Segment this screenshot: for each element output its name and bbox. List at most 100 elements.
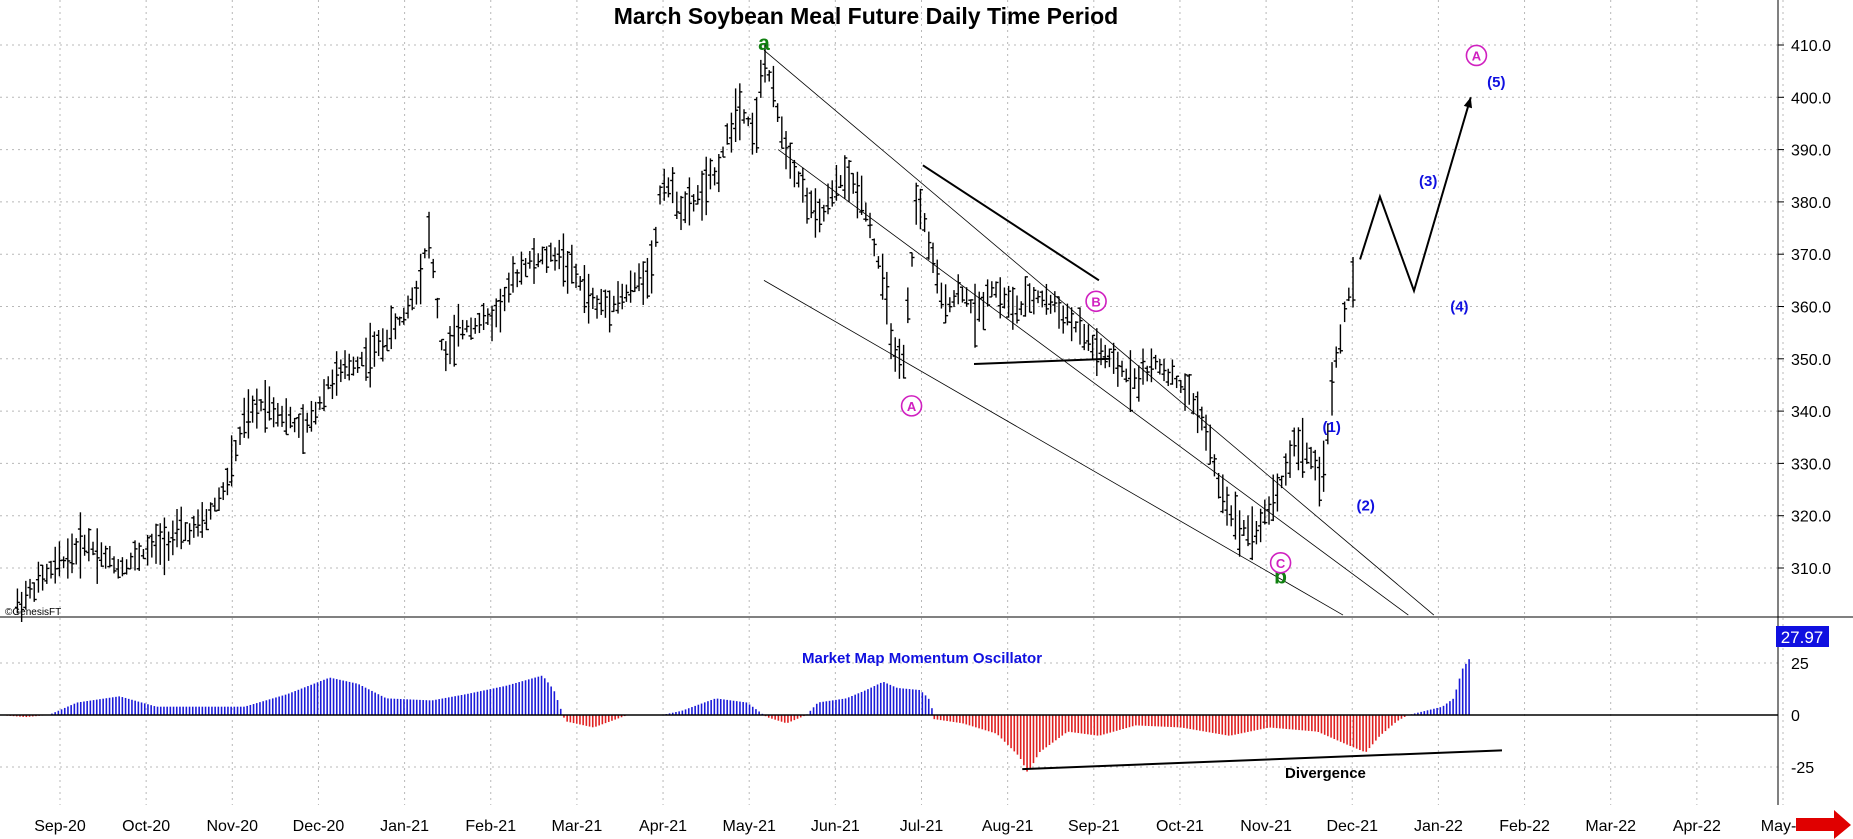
price-bar (98, 542, 104, 567)
wave-label-circled: C (1269, 551, 1292, 574)
price-bar (989, 281, 995, 298)
price-bar (707, 158, 713, 190)
wave-circle (1465, 44, 1488, 67)
price-bar (418, 253, 424, 305)
price-bar (623, 284, 629, 302)
price-bar (544, 246, 550, 273)
price-bar (292, 417, 298, 433)
x-tick-label: May-2 (1761, 818, 1806, 835)
price-bar (1106, 348, 1112, 368)
price-bar (472, 317, 478, 334)
x-tick-label: Oct-20 (122, 818, 170, 835)
price-bar (1052, 291, 1058, 313)
price-bar (930, 242, 936, 274)
price-bar (1350, 257, 1356, 308)
price-bar (426, 211, 432, 259)
price-bar (388, 305, 394, 350)
wave-circle (900, 395, 923, 417)
price-bar (1073, 321, 1079, 333)
price-bar (548, 242, 554, 262)
y-tick-label: 320.0 (1791, 509, 1831, 526)
price-bar (1312, 449, 1318, 481)
price-bar (779, 116, 785, 149)
price-bar (1174, 375, 1180, 389)
price-bar (65, 538, 71, 579)
wave-circle (1269, 551, 1292, 574)
price-bar (481, 303, 487, 331)
osc-tick-label: 0 (1791, 708, 1800, 725)
price-bar (1224, 486, 1230, 526)
price-bar (1300, 417, 1306, 478)
wave-circle-text: C (1276, 556, 1286, 571)
price-bar (531, 238, 537, 284)
price-bar (237, 426, 243, 446)
price-bar (1186, 373, 1192, 405)
price-bar (888, 323, 894, 360)
y-tick-label: 370.0 (1791, 247, 1831, 264)
price-bar (405, 295, 411, 319)
price-bar (468, 317, 474, 340)
wave-circle-text: A (907, 399, 917, 414)
price-bar (514, 269, 520, 288)
price-bar (1081, 324, 1087, 351)
price-bar (1279, 475, 1285, 489)
wave-circle (1085, 290, 1107, 313)
wave-label-circled: B (1085, 290, 1107, 313)
time-axis: Sep-20 Oct-20 Nov-20 Dec-20 Jan-21 Feb-21 Mar-… (34, 818, 1805, 835)
price-bar (875, 256, 881, 269)
price-bar (905, 287, 911, 324)
x-tick-label: Jun-21 (811, 818, 860, 835)
wave-label: (3) (1419, 173, 1437, 190)
price-bar (997, 277, 1003, 319)
price-bar (1203, 414, 1209, 451)
y-tick-label: 380.0 (1791, 195, 1831, 212)
price-bar (40, 564, 46, 591)
price-bar (145, 534, 151, 566)
price-bar (640, 261, 646, 305)
price-bar (250, 395, 256, 423)
y-tick-label: 400.0 (1791, 90, 1831, 107)
price-bar (166, 531, 172, 561)
price-bar (241, 397, 247, 438)
price-bar (1249, 506, 1255, 561)
price-bar (1136, 365, 1142, 402)
wave-label-circled: A (1465, 44, 1488, 67)
price-bar (170, 520, 176, 556)
y-tick-label: 360.0 (1791, 300, 1831, 317)
price-bar (1337, 324, 1343, 354)
price-bar (14, 588, 20, 614)
price-bar (758, 59, 764, 98)
price-bar (762, 43, 768, 83)
osc-tick-label: -25 (1791, 760, 1814, 777)
price-bar (476, 312, 482, 334)
price-bar (1027, 283, 1033, 313)
price-bar (926, 231, 932, 260)
price-bar (258, 399, 264, 412)
price-bar (1295, 427, 1301, 471)
price-bar (1119, 360, 1125, 377)
price-bar (132, 540, 138, 571)
price-bar (1329, 362, 1335, 416)
price-bar (733, 88, 739, 143)
price-bar (401, 307, 407, 325)
price-bar (770, 65, 776, 108)
price-bar (107, 545, 113, 568)
price-bar (972, 283, 978, 348)
price-bar (791, 159, 797, 188)
bold-trendline (922, 164, 1100, 282)
price-bar (670, 167, 676, 204)
price-bar (271, 397, 277, 428)
price-bar (203, 509, 209, 531)
channel-line (763, 280, 1344, 616)
price-bar (94, 528, 100, 584)
price-bar (1333, 346, 1339, 368)
price-bar (279, 405, 285, 427)
price-bar (325, 376, 331, 390)
price-bar (712, 167, 718, 186)
price-bar (754, 97, 760, 153)
scroll-right-arrow[interactable] (1796, 810, 1851, 839)
price-bar (497, 288, 503, 333)
price-bar (913, 182, 919, 225)
price-bar (1346, 287, 1352, 302)
